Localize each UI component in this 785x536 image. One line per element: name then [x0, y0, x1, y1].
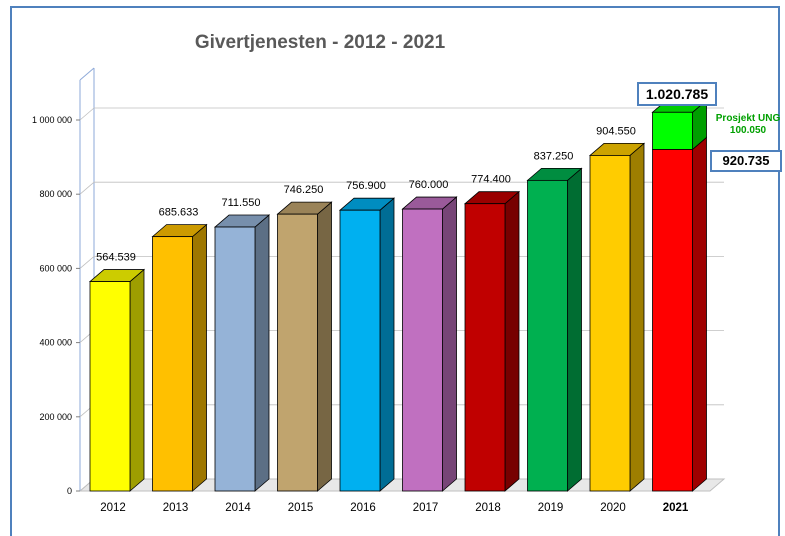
bar-side — [254, 214, 270, 492]
bar-value-label: 711.550 — [222, 197, 261, 209]
y-tick-label: 600 000 — [39, 263, 72, 273]
bar-extra-prosjekt-ung — [652, 111, 693, 150]
x-category-label: 2017 — [413, 502, 439, 514]
y-tick-label: 0 — [67, 486, 72, 496]
bar-value-label: 760.000 — [409, 179, 449, 191]
prosjekt-ung-label: Prosjekt UNG 100.050 — [708, 113, 785, 137]
bar-2019 — [527, 179, 568, 492]
bar-2021 — [652, 149, 693, 492]
chart-frame — [10, 6, 780, 536]
bar-2014 — [214, 226, 256, 492]
y-tick-label: 800 000 — [39, 189, 72, 199]
y-tick-label: 1 000 000 — [32, 115, 72, 125]
x-category-label: 2013 — [163, 502, 189, 514]
gridline-diagonal — [79, 107, 95, 121]
bar-side — [504, 190, 520, 492]
prosjekt-ung-value: 100.050 — [729, 125, 767, 136]
bar-side — [192, 223, 207, 492]
gridline-diagonal — [79, 256, 95, 269]
gridline-diagonal — [79, 181, 95, 195]
bar-2015 — [277, 213, 318, 492]
y-tick-label: 200 000 — [39, 412, 72, 422]
bar-value-label: 756.900 — [346, 180, 386, 192]
prosjekt-ung-name: Prosjekt UNG — [715, 113, 781, 124]
x-category-label: 2015 — [288, 502, 314, 514]
x-category-label: 2012 — [100, 502, 126, 514]
bar-value-label: 904.550 — [596, 125, 636, 137]
x-category-label: 2018 — [475, 502, 501, 514]
bar-side — [129, 268, 145, 492]
base-value-label-2021: 920.735 — [710, 150, 782, 172]
total-value-label: 1.020.785 — [637, 82, 717, 106]
bar-2016 — [339, 209, 381, 492]
bar-side — [317, 201, 332, 492]
bar-side — [629, 142, 645, 492]
y-tick-label: 400 000 — [39, 338, 72, 348]
x-category-label: 2014 — [225, 502, 251, 514]
bar-value-label: 564.539 — [96, 252, 136, 264]
bar-side — [379, 197, 395, 492]
x-category-label: 2020 — [600, 502, 626, 514]
bar-value-label: 837.250 — [534, 150, 574, 162]
bar-value-label: 774.400 — [471, 174, 511, 186]
bar-side — [567, 167, 582, 492]
bar-2012 — [89, 281, 131, 492]
back-wall-top-edge — [79, 67, 95, 81]
x-category-label: 2021 — [663, 502, 689, 514]
bar-value-label: 746.250 — [284, 184, 324, 196]
bar-chart: 0 200 000 400 000 600 000 800 000 1 000 000 56… — [32, 67, 726, 514]
x-category-label: 2019 — [538, 502, 564, 514]
x-category-label: 2016 — [350, 502, 376, 514]
bar-2018 — [464, 203, 506, 492]
chart-title: Givertjenesten - 2012 - 2021 — [194, 32, 446, 53]
bar-2017 — [402, 208, 443, 492]
bar-2013 — [152, 236, 193, 492]
bar-2020 — [589, 155, 631, 492]
bar-side — [442, 196, 457, 492]
bar-side — [692, 136, 707, 492]
bar-value-label: 685.633 — [159, 207, 199, 219]
